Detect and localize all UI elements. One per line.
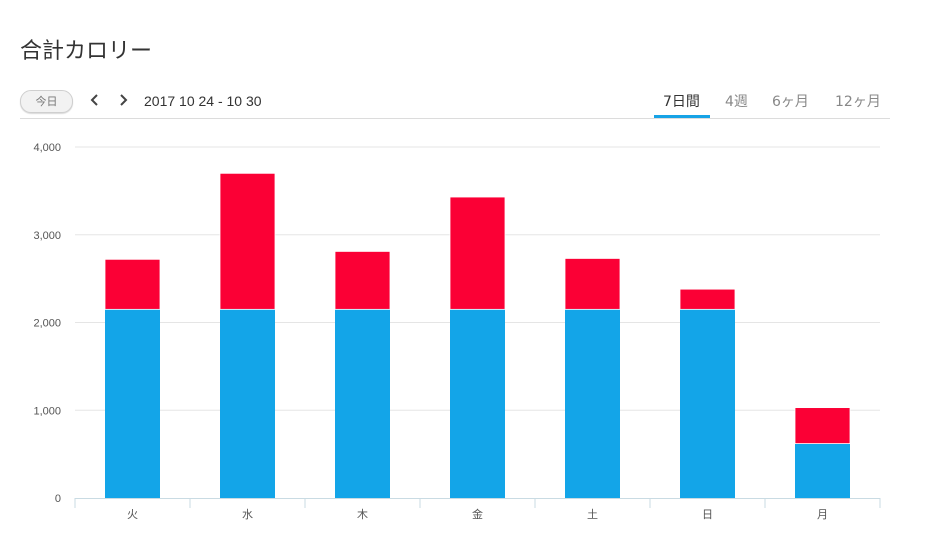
today-button[interactable]: 今日 — [20, 90, 73, 113]
y-tick-label: 1,000 — [33, 405, 61, 417]
page-title: 合計カロリー — [20, 39, 153, 64]
tab-7-days[interactable]: 7日間 — [663, 94, 700, 110]
bar-segment — [220, 309, 275, 498]
y-tick-label: 0 — [55, 493, 61, 505]
y-tick-label: 2,000 — [33, 318, 61, 330]
tab-6-months[interactable]: 6ヶ月 — [772, 94, 809, 110]
bar-segment — [104, 258, 161, 310]
bar-segment — [450, 309, 505, 498]
bar-segment — [105, 309, 160, 498]
date-range-label: 2017 10 24 - 10 30 — [144, 93, 262, 109]
active-tab-indicator — [654, 115, 710, 118]
chevron-left-icon[interactable] — [87, 92, 103, 108]
chevron-right-icon[interactable] — [115, 92, 131, 108]
x-tick-label: 土 — [587, 508, 598, 521]
bar-segment — [335, 309, 390, 498]
bar-segment — [679, 288, 736, 310]
bar-segment — [565, 309, 620, 498]
x-tick-label: 木 — [357, 508, 368, 521]
x-tick-label: 水 — [242, 508, 253, 521]
stacked-bar-chart: 0 1,000 2,000 3,000 4,000 火 水 木 金 土 日 月 — [33, 142, 881, 521]
bar-segment — [680, 309, 735, 498]
x-tick-label: 日 — [702, 508, 713, 521]
bar-segment — [449, 196, 506, 310]
bar-segment — [564, 258, 621, 310]
y-tick-label: 4,000 — [33, 142, 61, 154]
bar-segment — [794, 407, 851, 444]
chart-toolbar: 今日 2017 10 24 - 10 30 7日間 4週 6ヶ月 12ヶ月 — [20, 88, 890, 119]
bar-segment — [219, 172, 276, 310]
tab-4-weeks[interactable]: 4週 — [725, 94, 748, 110]
x-tick-label: 金 — [472, 507, 483, 521]
y-tick-label: 3,000 — [33, 230, 61, 242]
tab-12-months[interactable]: 12ヶ月 — [835, 94, 881, 110]
x-tick-label: 火 — [127, 508, 138, 521]
bar-segment — [334, 251, 391, 310]
bar-segment — [795, 443, 850, 498]
x-tick-label: 月 — [817, 508, 828, 521]
